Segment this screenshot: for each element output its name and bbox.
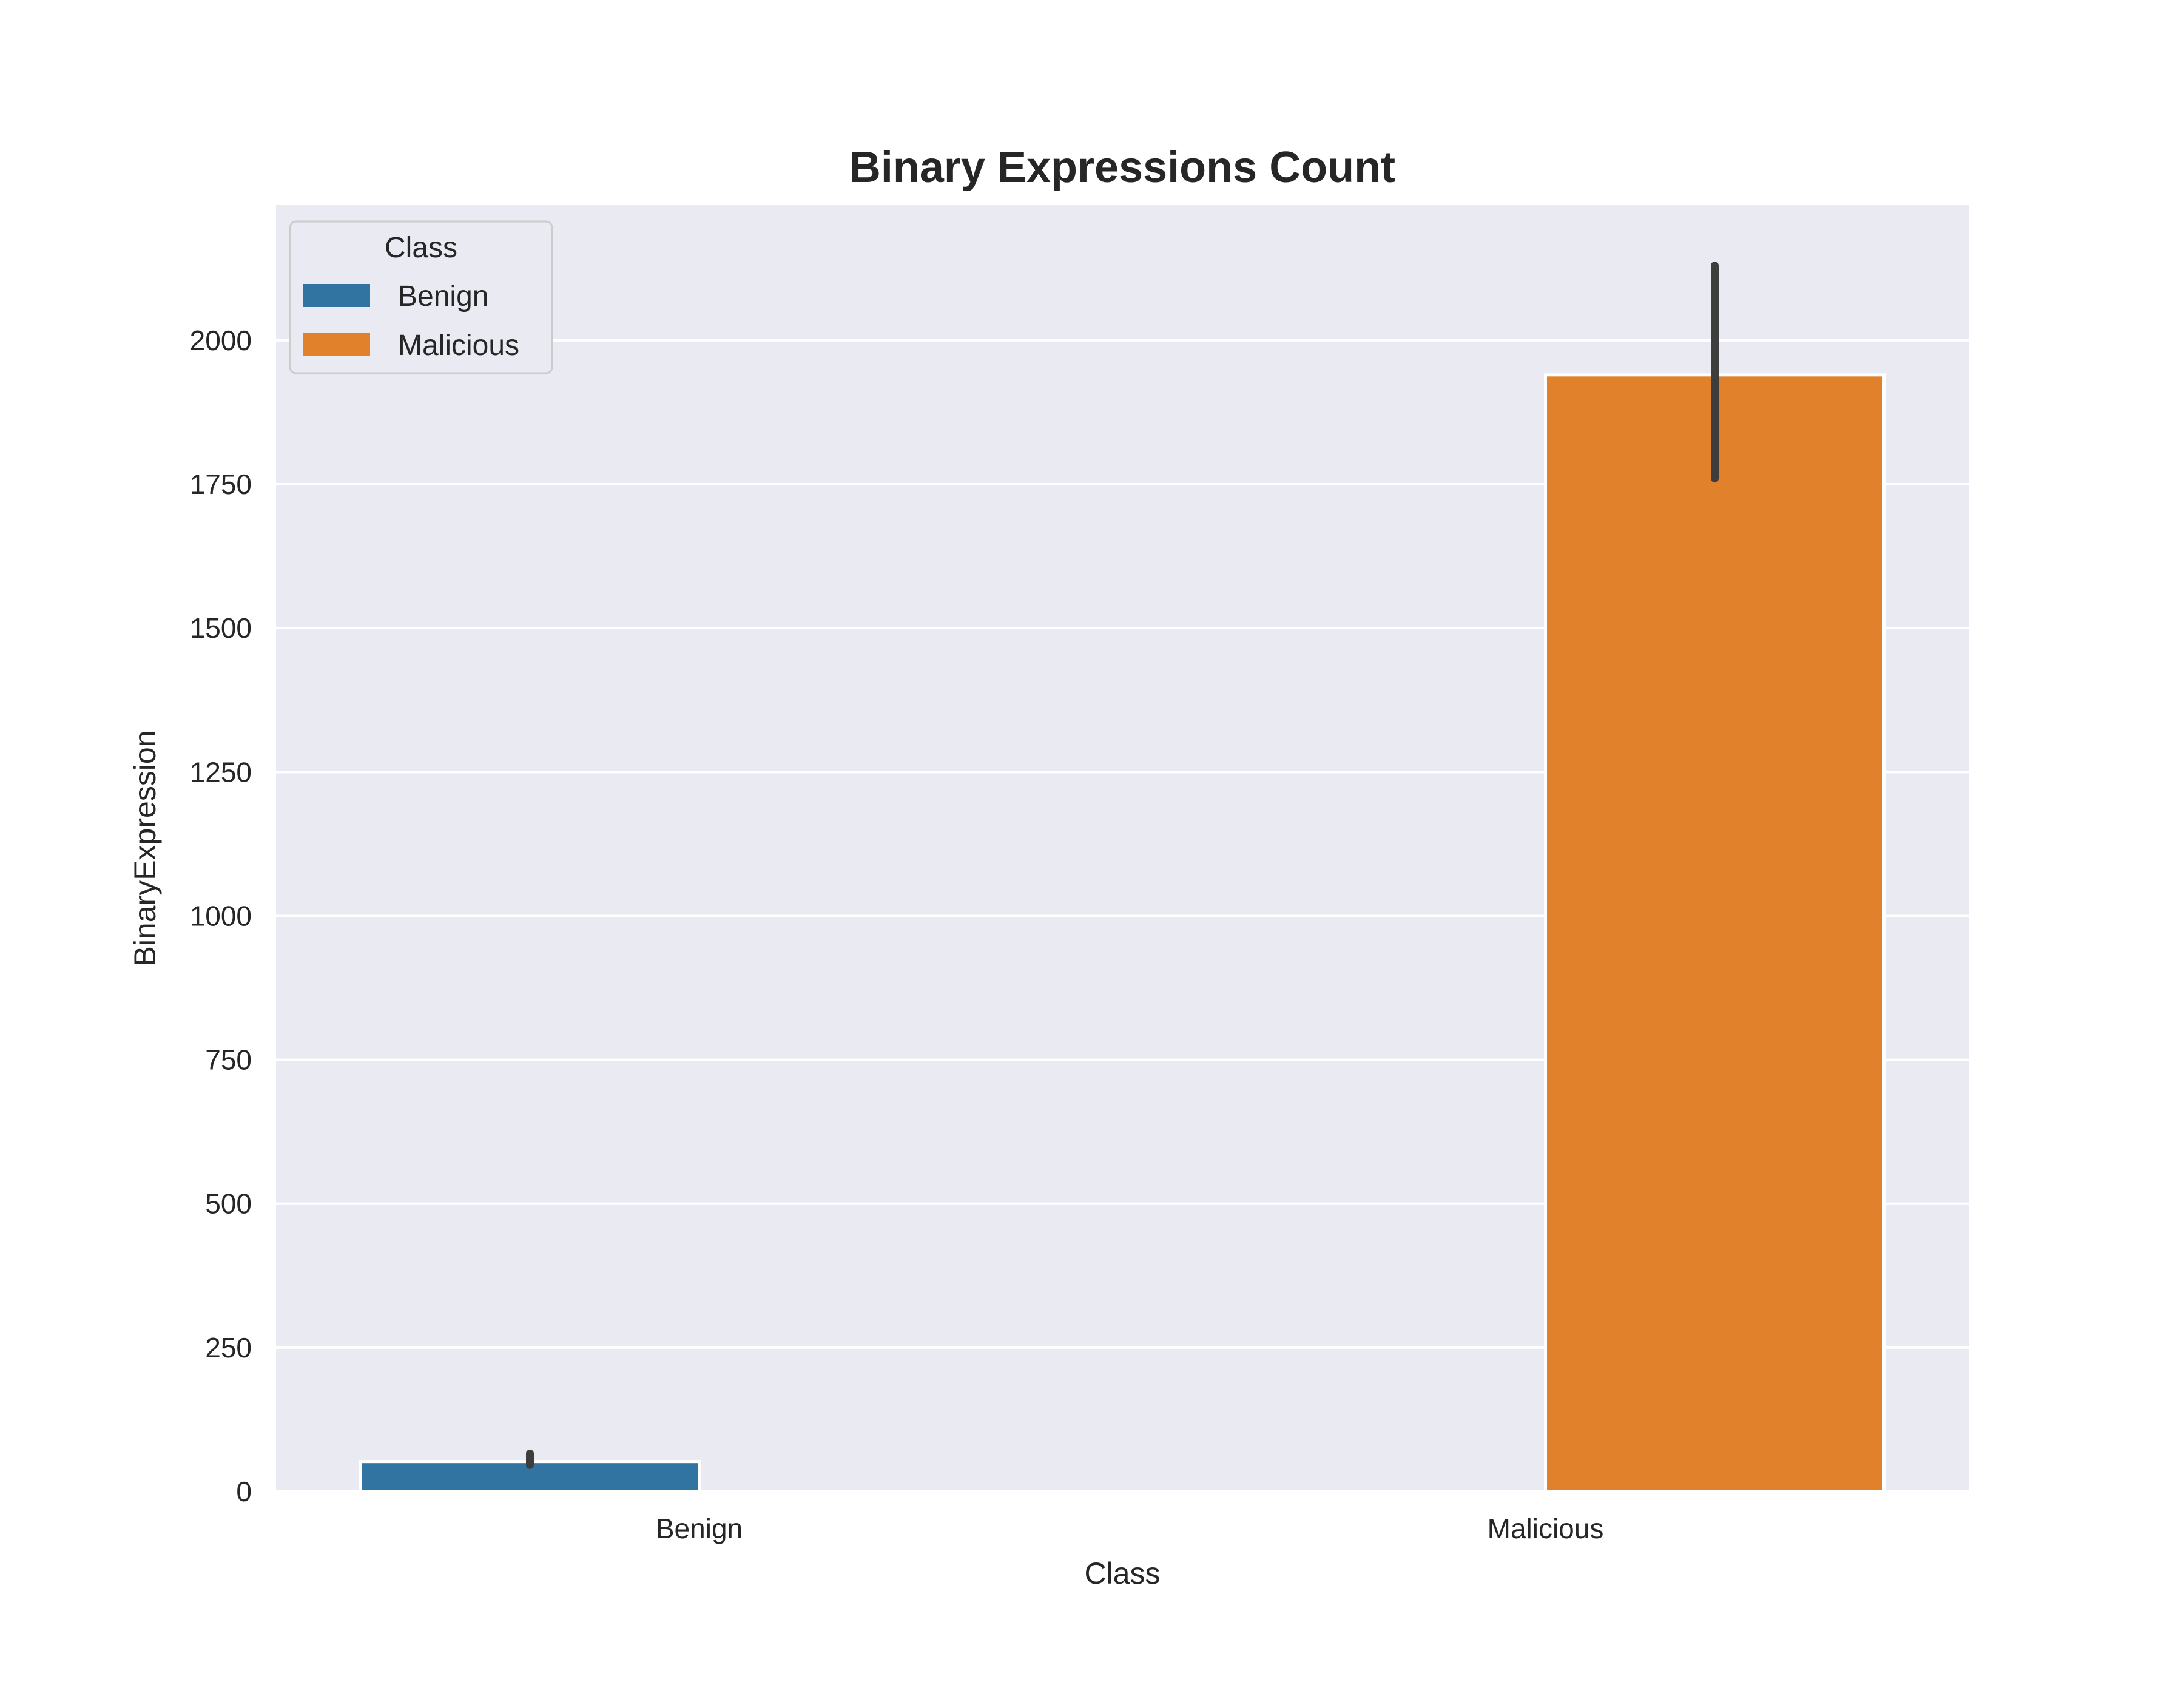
- y-tick-label: 250: [205, 1332, 252, 1363]
- chart-title: Binary Expressions Count: [849, 143, 1395, 192]
- y-tick-label: 2000: [190, 325, 252, 356]
- y-tick-label: 1500: [190, 612, 252, 644]
- legend: Class Benign Malicious: [289, 220, 553, 374]
- legend-title: Class: [385, 232, 457, 264]
- y-tick-label: 1000: [190, 900, 252, 931]
- legend-label-benign: Benign: [398, 280, 488, 312]
- legend-label-malicious: Malicious: [398, 329, 519, 362]
- y-axis-label: BinaryExpression: [128, 730, 162, 966]
- x-tick-label-benign: Benign: [656, 1513, 743, 1544]
- bar-malicious: [1544, 373, 1886, 1493]
- y-tick-label: 750: [205, 1044, 252, 1076]
- y-tick-label: 1750: [190, 468, 252, 500]
- x-tick-labels: Benign Malicious: [656, 1513, 1603, 1544]
- y-tick-label: 0: [236, 1476, 252, 1507]
- x-axis-label: Class: [1084, 1556, 1160, 1590]
- y-tick-labels: 0 250 500 750 1000 1250 1500 1750 2000: [190, 325, 252, 1507]
- x-tick-label-malicious: Malicious: [1488, 1513, 1604, 1544]
- legend-swatch-malicious: [303, 333, 370, 356]
- error-bars: [526, 262, 1719, 1469]
- y-tick-label: 500: [205, 1188, 252, 1220]
- bars: [359, 373, 1886, 1493]
- y-tick-label: 1250: [190, 756, 252, 788]
- legend-swatch-benign: [303, 284, 370, 307]
